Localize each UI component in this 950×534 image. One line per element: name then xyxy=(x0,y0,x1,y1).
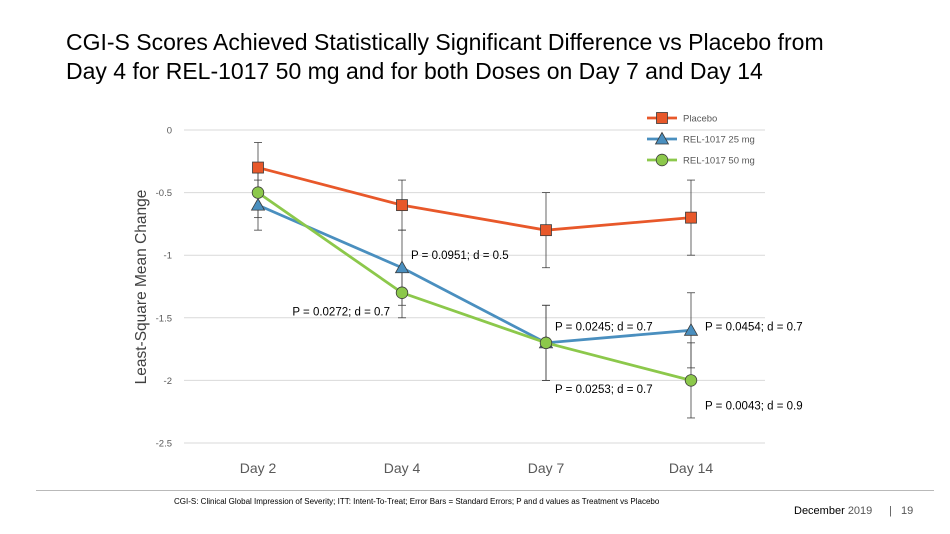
data-point xyxy=(540,224,552,237)
data-point xyxy=(395,286,409,299)
footer-divider xyxy=(36,490,934,491)
x-tick-label: Day 7 xyxy=(528,460,565,476)
data-point xyxy=(685,211,697,224)
legend-label: REL-1017 50 mg xyxy=(683,156,755,167)
page-number: 19 xyxy=(901,505,914,517)
y-tick-label: -0.5 xyxy=(156,188,172,199)
data-point xyxy=(684,374,698,387)
x-tick-label: Day 2 xyxy=(240,460,277,476)
y-tick-label: -2 xyxy=(164,376,172,387)
legend-marker xyxy=(656,112,668,124)
y-tick-label: 0 xyxy=(167,126,172,137)
annotation-label: P = 0.0272; d = 0.7 xyxy=(292,307,390,319)
data-point xyxy=(683,323,699,336)
slide-date: December 2019 xyxy=(794,505,872,517)
data-point xyxy=(251,186,265,199)
data-point xyxy=(394,260,410,274)
series-line xyxy=(257,191,692,382)
annotation-label: P = 0.0951; d = 0.5 xyxy=(411,250,509,262)
series-line xyxy=(257,203,692,345)
annotation-label: P = 0.0245; d = 0.7 xyxy=(555,322,653,334)
footnote: CGI-S: Clinical Global Impression of Sev… xyxy=(174,497,660,506)
footer-separator: | xyxy=(889,505,892,517)
y-tick-label: -2.5 xyxy=(156,439,172,450)
annotation-label: P = 0.0043; d = 0.9 xyxy=(705,400,803,412)
legend-label: Placebo xyxy=(683,114,717,125)
y-tick-label: -1 xyxy=(164,251,172,262)
legend-marker xyxy=(655,153,669,167)
slide-title: CGI-S Scores Achieved Statistically Sign… xyxy=(66,28,926,86)
legend-marker xyxy=(654,131,670,145)
data-point xyxy=(396,199,408,212)
y-tick-label: -1.5 xyxy=(156,313,172,324)
x-tick-label: Day 14 xyxy=(669,460,714,476)
x-tick-label: Day 4 xyxy=(384,460,421,476)
annotation-label: P = 0.0454; d = 0.7 xyxy=(705,322,803,334)
y-axis-label: Least-Square Mean Change xyxy=(133,190,150,385)
title-line-1: CGI-S Scores Achieved Statistically Sign… xyxy=(66,29,824,55)
annotation-label: P = 0.0253; d = 0.7 xyxy=(555,384,653,396)
data-point xyxy=(539,336,553,350)
legend-label: REL-1017 25 mg xyxy=(683,135,755,146)
date-month: December xyxy=(794,505,845,517)
date-year: 2019 xyxy=(847,505,873,517)
title-line-2: Day 4 for REL-1017 50 mg and for both Do… xyxy=(66,58,763,84)
data-point xyxy=(252,161,264,174)
data-point xyxy=(250,197,266,211)
series-line xyxy=(257,166,692,232)
